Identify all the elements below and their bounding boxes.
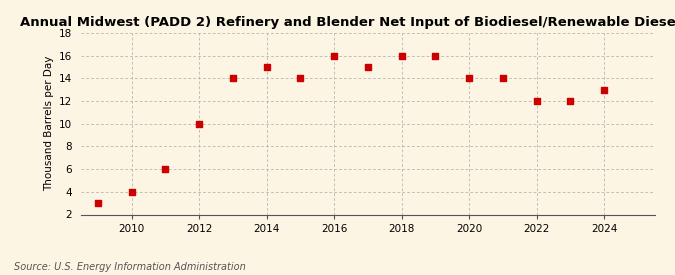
Point xyxy=(565,99,576,103)
Point xyxy=(160,167,171,171)
Point xyxy=(497,76,508,81)
Point xyxy=(430,53,441,58)
Point xyxy=(92,201,103,205)
Point xyxy=(464,76,475,81)
Point xyxy=(261,65,272,69)
Point xyxy=(194,122,205,126)
Point xyxy=(362,65,373,69)
Point xyxy=(126,190,137,194)
Point xyxy=(329,53,340,58)
Point xyxy=(295,76,306,81)
Point xyxy=(227,76,238,81)
Point xyxy=(396,53,407,58)
Y-axis label: Thousand Barrels per Day: Thousand Barrels per Day xyxy=(45,56,55,191)
Point xyxy=(531,99,542,103)
Text: Source: U.S. Energy Information Administration: Source: U.S. Energy Information Administ… xyxy=(14,262,245,272)
Title: Annual Midwest (PADD 2) Refinery and Blender Net Input of Biodiesel/Renewable Di: Annual Midwest (PADD 2) Refinery and Ble… xyxy=(20,16,675,29)
Point xyxy=(599,87,610,92)
